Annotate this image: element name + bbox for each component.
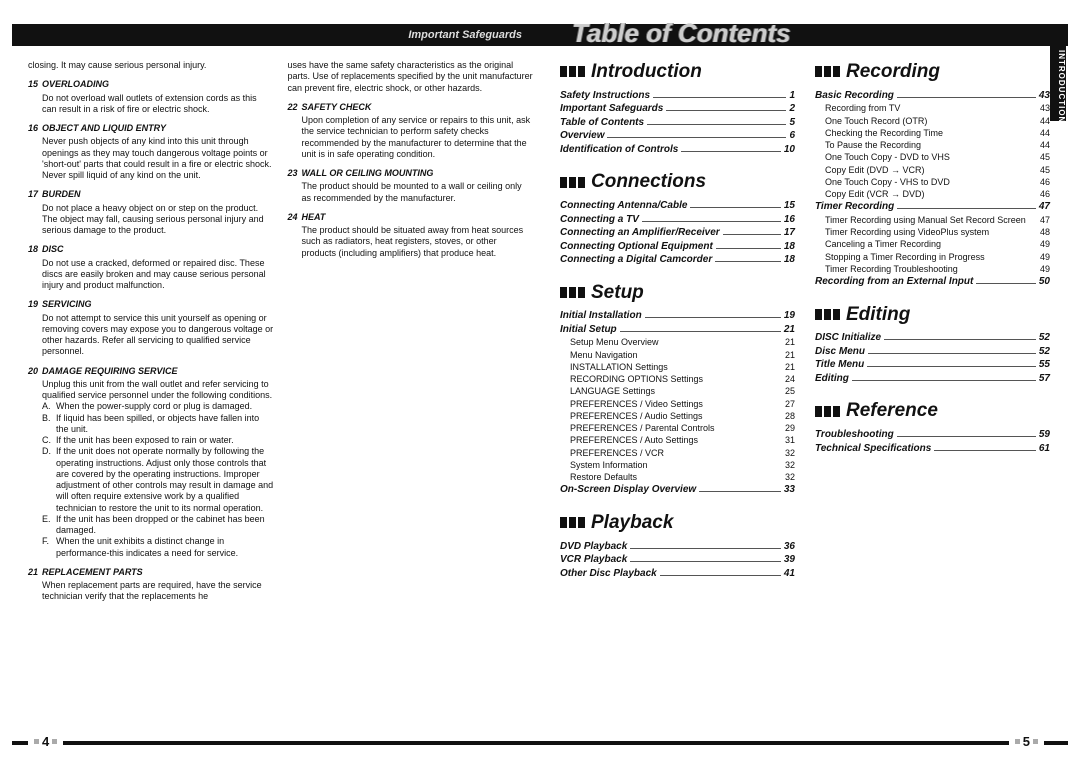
toc-row: Menu Navigation21 [560, 350, 795, 361]
toc-row: Checking the Recording Time44 [815, 128, 1050, 139]
safeguard-item: 15OVERLOADINGDo not overload wall outlet… [28, 79, 274, 115]
toc-section-heading: Connections [560, 170, 795, 194]
toc-row: Important Safeguards2 [560, 103, 795, 116]
toc-row: Overview6 [560, 130, 795, 143]
toc-row: Timer Recording using Manual Set Record … [815, 215, 1050, 226]
toc-row: On-Screen Display Overview33 [560, 484, 795, 497]
toc-row: Copy Edit (VCR → DVD)46 [815, 189, 1050, 200]
toc-row: Disc Menu52 [815, 346, 1050, 359]
toc-row: Restore Defaults32 [560, 472, 795, 483]
toc-section-heading: Setup [560, 281, 795, 305]
toc-row: Editing57 [815, 373, 1050, 386]
safeguard-item: uses have the same safety characteristic… [288, 60, 534, 94]
toc-row: Initial Setup21 [560, 324, 795, 337]
safeguard-item: 18DISCDo not use a cracked, deformed or … [28, 244, 274, 291]
toc-row: Timer Recording47 [815, 201, 1050, 214]
section-tab: INTRODUCTION [1050, 46, 1066, 121]
right-page: Introduction Safety Instructions1Importan… [560, 60, 1050, 594]
header-left-title: Important Safeguards [408, 24, 522, 46]
toc-section: Setup Initial Installation19Initial Setup… [560, 281, 795, 497]
toc-row: Timer Recording using VideoPlus system48 [815, 227, 1050, 238]
safeguard-item: 23WALL OR CEILING MOUNTINGThe product sh… [288, 168, 534, 204]
toc-row: Connecting a TV16 [560, 214, 795, 227]
toc-row: Safety Instructions1 [560, 90, 795, 103]
toc-row: To Pause the Recording44 [815, 140, 1050, 151]
toc-row: PREFERENCES / Video Settings27 [560, 399, 795, 410]
toc-row: Recording from TV43 [815, 103, 1050, 114]
page-number-left: 4 [28, 734, 63, 749]
toc-row: RECORDING OPTIONS Settings24 [560, 374, 795, 385]
toc-section: Playback DVD Playback36VCR Playback39Othe… [560, 511, 795, 580]
toc-section-heading: Reference [815, 399, 1050, 423]
toc-row: VCR Playback39 [560, 554, 795, 567]
left-page: closing. It may cause serious personal i… [28, 60, 533, 611]
toc-row: PREFERENCES / Parental Controls29 [560, 423, 795, 434]
page-number-right: 5 [1009, 734, 1044, 749]
safeguard-item: 24HEATThe product should be situated awa… [288, 212, 534, 259]
toc-row: DISC Initialize52 [815, 332, 1050, 345]
safeguard-item: 16OBJECT AND LIQUID ENTRYNever push obje… [28, 123, 274, 181]
header-main-title: Table of Contents [572, 18, 791, 49]
toc-row: Identification of Controls10 [560, 144, 795, 157]
toc-row: Connecting Antenna/Cable15 [560, 200, 795, 213]
footer-band [12, 741, 1068, 745]
toc-row: Connecting a Digital Camcorder18 [560, 254, 795, 267]
toc-row: Timer Recording Troubleshooting49 [815, 264, 1050, 275]
toc-row: Technical Specifications61 [815, 443, 1050, 456]
toc-row: DVD Playback36 [560, 541, 795, 554]
toc-section-heading: Playback [560, 511, 795, 535]
toc-row: Recording from an External Input50 [815, 276, 1050, 289]
toc-row: One Touch Copy - VHS to DVD46 [815, 177, 1050, 188]
toc-row: Canceling a Timer Recording49 [815, 239, 1050, 250]
safeguard-item: 20DAMAGE REQUIRING SERVICEUnplug this un… [28, 366, 274, 559]
toc-section: RecordingBasic Recording43Recording from… [815, 60, 1050, 289]
toc-section: Introduction Safety Instructions1Importan… [560, 60, 795, 156]
toc-row: Connecting Optional Equipment18 [560, 241, 795, 254]
toc-row: Other Disc Playback41 [560, 568, 795, 581]
toc-row: One Touch Copy - DVD to VHS45 [815, 152, 1050, 163]
toc-section: Editing DISC Initialize52Disc Menu52Title… [815, 303, 1050, 386]
toc-section-heading: Editing [815, 303, 1050, 327]
toc-row: Setup Menu Overview21 [560, 337, 795, 348]
toc-row: System Information32 [560, 460, 795, 471]
toc-row: One Touch Record (OTR)44 [815, 116, 1050, 127]
toc-section: Reference Troubleshooting59Technical Spec… [815, 399, 1050, 455]
toc-row: Basic Recording43 [815, 90, 1050, 103]
toc-row: Troubleshooting59 [815, 429, 1050, 442]
toc-row: Table of Contents5 [560, 117, 795, 130]
toc-section-heading: Introduction [560, 60, 795, 84]
safeguard-item: 19SERVICINGDo not attempt to service thi… [28, 299, 274, 357]
safeguard-item: 17BURDENDo not place a heavy object on o… [28, 189, 274, 236]
toc-row: PREFERENCES / VCR32 [560, 448, 795, 459]
toc-row: Title Menu55 [815, 359, 1050, 372]
safeguard-item: closing. It may cause serious personal i… [28, 60, 274, 71]
toc-row: PREFERENCES / Audio Settings28 [560, 411, 795, 422]
toc-section: ConnectionsConnecting Antenna/Cable15Con… [560, 170, 795, 266]
toc-row: Initial Installation19 [560, 310, 795, 323]
toc-row: Stopping a Timer Recording in Progress49 [815, 252, 1050, 263]
toc-row: LANGUAGE Settings25 [560, 386, 795, 397]
safeguard-item: 21REPLACEMENT PARTSWhen replacement part… [28, 567, 274, 603]
toc-row: INSTALLATION Settings21 [560, 362, 795, 373]
toc-row: Connecting an Amplifier/Receiver17 [560, 227, 795, 240]
toc-row: Copy Edit (DVD → VCR)45 [815, 165, 1050, 176]
toc-row: PREFERENCES / Auto Settings31 [560, 435, 795, 446]
toc-section-heading: Recording [815, 60, 1050, 84]
header-band: Important Safeguards Table of Contents [12, 24, 1068, 46]
safeguard-item: 22SAFETY CHECKUpon completion of any ser… [288, 102, 534, 160]
